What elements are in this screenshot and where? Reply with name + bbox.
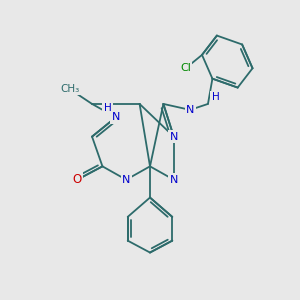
- Text: Cl: Cl: [180, 63, 191, 73]
- Text: N: N: [186, 105, 194, 115]
- Text: H: H: [212, 92, 219, 102]
- Text: O: O: [73, 173, 82, 186]
- Text: N: N: [169, 132, 178, 142]
- Text: H: H: [103, 103, 111, 113]
- Text: N: N: [122, 175, 130, 185]
- Text: N: N: [169, 175, 178, 185]
- Text: CH₃: CH₃: [60, 84, 80, 94]
- Text: N: N: [112, 112, 120, 122]
